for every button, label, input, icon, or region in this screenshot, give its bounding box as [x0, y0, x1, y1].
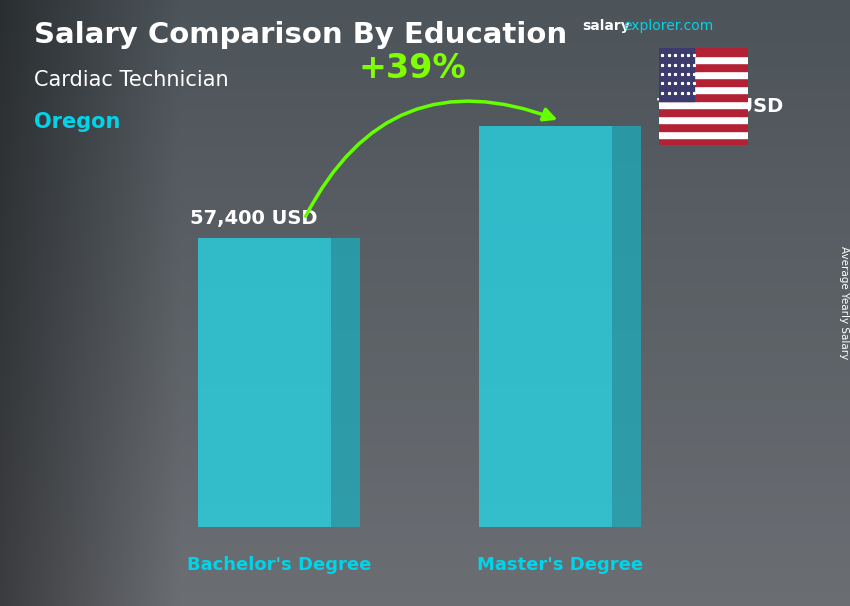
- Polygon shape: [331, 238, 360, 527]
- Bar: [659, 116, 748, 123]
- Bar: [659, 78, 748, 86]
- Text: 79,700 USD: 79,700 USD: [656, 97, 784, 116]
- Bar: [659, 56, 748, 64]
- Text: Oregon: Oregon: [34, 112, 121, 132]
- Polygon shape: [198, 238, 331, 527]
- Bar: [659, 138, 748, 145]
- Bar: [659, 48, 694, 101]
- Bar: [659, 71, 748, 78]
- Text: salary: salary: [582, 19, 630, 33]
- Text: Master's Degree: Master's Degree: [477, 556, 643, 574]
- Bar: [659, 93, 748, 101]
- Bar: [659, 123, 748, 130]
- Text: Bachelor's Degree: Bachelor's Degree: [187, 556, 371, 574]
- Bar: [659, 64, 748, 71]
- Bar: [659, 101, 748, 108]
- Polygon shape: [479, 125, 612, 527]
- Bar: [659, 48, 748, 56]
- Text: 57,400 USD: 57,400 USD: [190, 210, 318, 228]
- Polygon shape: [612, 125, 642, 527]
- Text: explorer.com: explorer.com: [623, 19, 713, 33]
- Text: Average Yearly Salary: Average Yearly Salary: [839, 247, 849, 359]
- Bar: [659, 86, 748, 93]
- Bar: [659, 108, 748, 116]
- Text: Cardiac Technician: Cardiac Technician: [34, 70, 229, 90]
- Text: Salary Comparison By Education: Salary Comparison By Education: [34, 21, 567, 49]
- Text: +39%: +39%: [359, 52, 466, 85]
- Bar: [659, 130, 748, 138]
